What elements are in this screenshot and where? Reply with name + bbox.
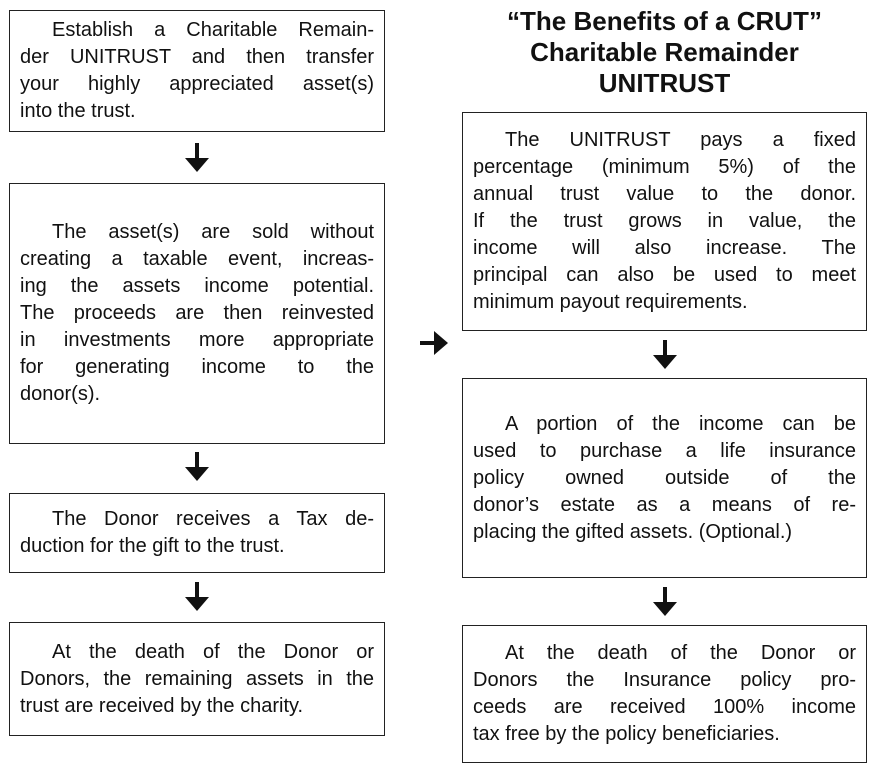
step-text: duction for the gift to the trust. <box>20 535 285 557</box>
step-text: creating a taxable event, increas- <box>20 248 374 270</box>
step-text: your highly appreciated asset(s) <box>20 73 374 95</box>
step-text: ing the assets income potential. <box>20 275 374 297</box>
step-text: placing the gifted assets. (Optional.) <box>473 520 793 543</box>
arrow <box>653 587 677 616</box>
step-box: Establish a Charitable Remain-der UNITRU… <box>9 10 385 132</box>
step-text: for generating income to the <box>20 356 374 378</box>
step-text: A portion of the income can be <box>505 412 856 435</box>
step-box: The Donor receives a Tax de-duction for … <box>9 493 385 573</box>
step-text: If the trust grows in value, the <box>473 210 856 232</box>
step-text: in investments more appropriate <box>20 329 374 351</box>
step-text: At the death of the Donor or <box>505 642 856 664</box>
step-text: Donors the Insurance policy pro- <box>473 669 856 691</box>
step-box: A portion of the income can be used to pu… <box>462 378 867 578</box>
arrow <box>420 331 448 355</box>
step-text: donor’s estate as a means of re- <box>473 493 856 516</box>
arrow <box>653 340 677 369</box>
step-text: trust are received by the charity. <box>20 694 304 717</box>
arrow <box>185 452 209 481</box>
step-text: The asset(s) are sold without <box>52 221 374 243</box>
step-text: der UNITRUST and then transfer <box>20 46 374 68</box>
step-text: percentage (minimum 5%) of the <box>473 156 856 178</box>
step-text: Donors, the remaining assets in the <box>20 667 374 690</box>
step-text: into the trust. <box>20 100 136 122</box>
step-text: income will also increase. The <box>473 237 856 259</box>
step-box: At the death of the Donor or Donors, the … <box>9 622 385 736</box>
step-text: The proceeds are then reinvested <box>20 302 374 324</box>
step-text: tax free by the policy beneficiaries. <box>473 723 780 745</box>
title-line: “The Benefits of a CRUT” <box>507 6 822 36</box>
step-text: donor(s). <box>20 383 101 405</box>
step-text: Establish a Charitable Remain- <box>52 19 374 41</box>
step-text: used to purchase a life insurance <box>473 439 856 462</box>
title: “The Benefits of a CRUT” Charitable Remai… <box>462 6 867 99</box>
step-text: minimum payout requirements. <box>473 291 748 313</box>
title-line: UNITRUST <box>598 68 731 98</box>
title-line: Charitable Remainder <box>530 37 799 67</box>
step-box: At the death of the Donor or Donors the I… <box>462 625 867 763</box>
step-text: At the death of the Donor or <box>52 640 374 663</box>
arrow <box>185 143 209 172</box>
step-box: The UNITRUST pays a fixed percentage (min… <box>462 112 867 331</box>
arrow-group <box>185 143 677 616</box>
step-text: annual trust value to the donor. <box>473 183 856 205</box>
arrow <box>185 582 209 611</box>
step-text: ceeds are received 100% income <box>473 696 856 718</box>
step-text: policy owned outside of the <box>473 466 856 489</box>
step-text: principal can also be used to meet <box>473 264 856 286</box>
step-text: The UNITRUST pays a fixed <box>505 129 856 151</box>
step-box: The asset(s) are sold without creating a … <box>9 183 385 444</box>
step-text: The Donor receives a Tax de- <box>52 508 374 530</box>
